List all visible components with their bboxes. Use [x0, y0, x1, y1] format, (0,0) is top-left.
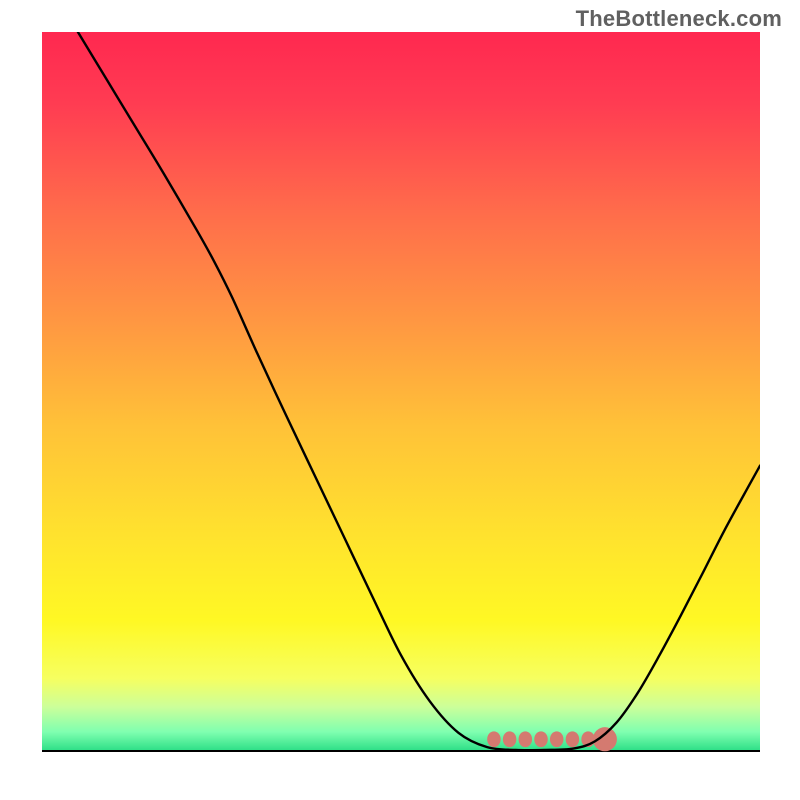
marker-segment [550, 731, 564, 747]
marker-segment [534, 731, 548, 747]
marker-segment [519, 731, 533, 747]
marker-segment [487, 731, 501, 747]
marker-segment [566, 731, 580, 747]
gradient-background [42, 32, 760, 750]
marker-segment [503, 731, 517, 747]
bottleneck-chart [0, 0, 800, 800]
